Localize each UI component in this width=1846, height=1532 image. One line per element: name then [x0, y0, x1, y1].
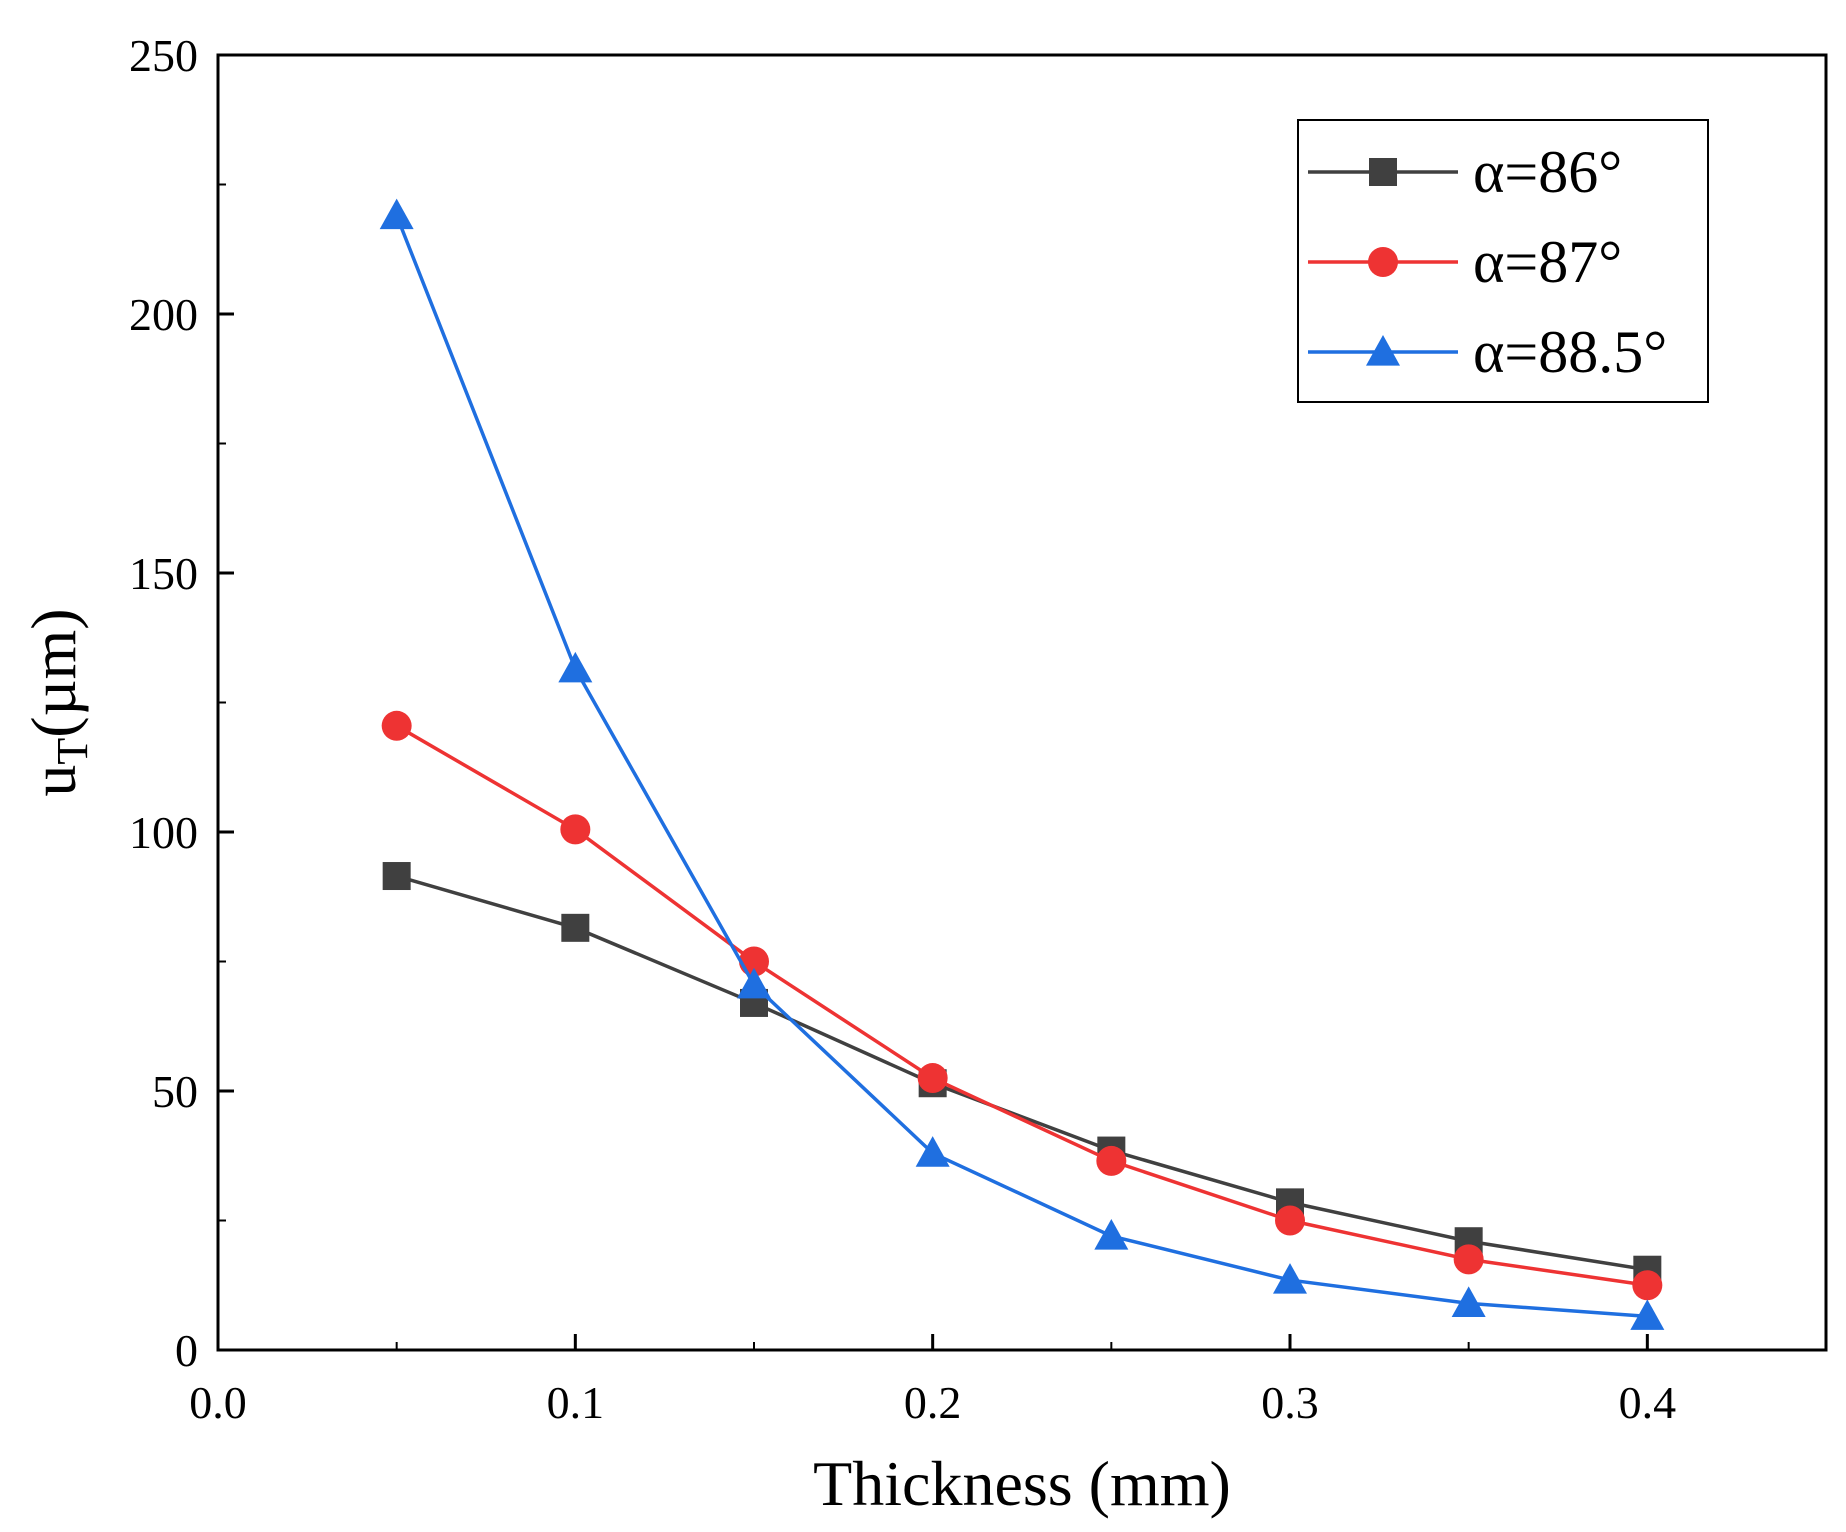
legend-label: α=88.5° [1473, 319, 1667, 385]
y-tick-label: 100 [129, 807, 198, 858]
x-axis-ticks: 0.0 0.1 0.2 0.3 0.4 [189, 1334, 1827, 1428]
y-axis-ticks: 0 50 100 150 200 250 [129, 30, 234, 1376]
y-axis-title: uT(µm) [18, 608, 97, 796]
x-tick-label: 0.4 [1619, 1377, 1677, 1428]
data-point-circle [1275, 1205, 1305, 1236]
data-point-triangle [558, 651, 593, 683]
data-point-triangle [379, 198, 414, 230]
y-tick-label: 200 [129, 289, 198, 340]
data-point-triangle [737, 967, 771, 999]
series-layer [379, 198, 1665, 1330]
y-axis-title-subscript: T [48, 738, 97, 765]
legend-marker-square [1369, 158, 1397, 186]
x-tick-label: 0.1 [547, 1377, 605, 1428]
data-point-square [561, 913, 590, 942]
legend-label: α=86° [1473, 139, 1622, 205]
x-tick-label: 0.3 [1261, 1377, 1319, 1428]
y-tick-label: 50 [152, 1066, 198, 1117]
y-axis-title-main: u [18, 765, 89, 797]
legend: α=86° α=87° α=88.5° [1297, 119, 1709, 403]
series-3 [379, 198, 1665, 1330]
data-point-triangle [1273, 1263, 1307, 1294]
data-point-circle [917, 1063, 948, 1094]
data-point-circle [1096, 1145, 1127, 1176]
x-axis-title: Thickness (mm) [813, 1448, 1231, 1519]
data-point-triangle [915, 1136, 950, 1167]
data-point-circle [381, 710, 412, 741]
series-line [395, 724, 1648, 1287]
legend-item: α=87° [1308, 229, 1622, 295]
plot-frame [216, 53, 1828, 1352]
data-point-triangle [1630, 1299, 1665, 1330]
data-point-square [382, 862, 411, 891]
y-tick-label: 250 [129, 30, 198, 81]
data-point-circle [560, 814, 591, 845]
y-axis-title-unit: (µm) [18, 608, 89, 737]
x-tick-label: 0.2 [904, 1377, 962, 1428]
y-tick-label: 150 [129, 548, 198, 599]
series-line [395, 214, 1648, 1319]
legend-marker-circle [1368, 247, 1398, 277]
legend-label: α=87° [1473, 229, 1622, 295]
legend-item: α=88.5° [1308, 319, 1667, 385]
series-2 [381, 710, 1663, 1301]
x-tick-label: 0.0 [189, 1377, 247, 1428]
data-point-triangle [1094, 1219, 1129, 1250]
data-point-circle [1453, 1244, 1484, 1275]
y-tick-label: 0 [175, 1325, 198, 1376]
legend-item: α=86° [1308, 139, 1622, 205]
legend-marker-triangle [1366, 335, 1400, 366]
series-line [396, 874, 1648, 1272]
data-point-triangle [1451, 1286, 1486, 1317]
data-point-circle [1632, 1270, 1663, 1301]
